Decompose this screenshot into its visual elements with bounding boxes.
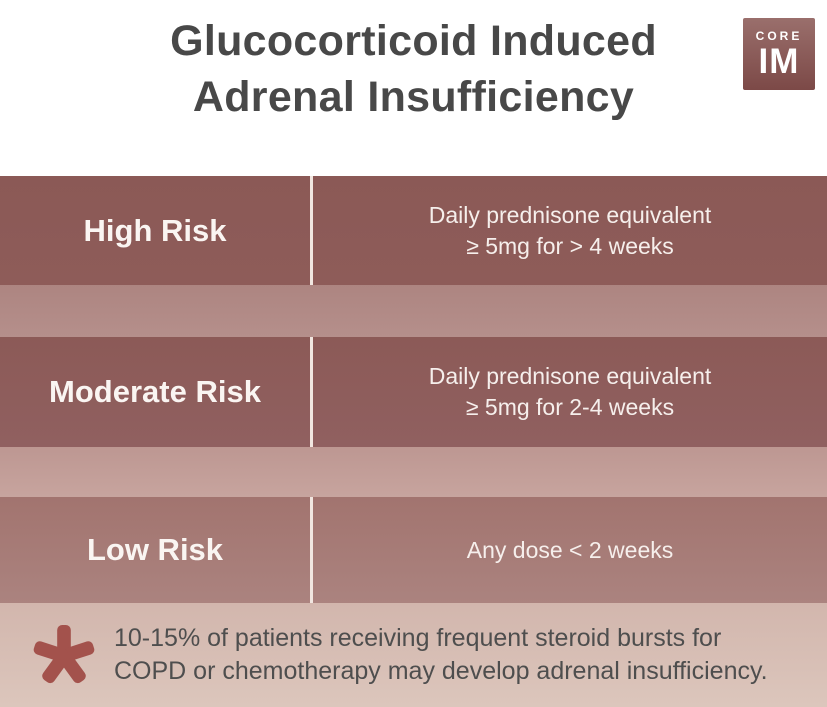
risk-row-low: Low Risk Any dose < 2 weeks	[0, 497, 827, 603]
row-spacer-upper	[0, 285, 827, 337]
title-line-2: Adrenal Insufficiency	[192, 73, 635, 121]
detail-line-1: Daily prednisone equivalent	[428, 363, 712, 389]
logo-core-text: CORE	[755, 29, 803, 43]
footnote: 10-15% of patients receiving frequent st…	[0, 603, 827, 707]
risk-label-low: Low Risk	[86, 532, 224, 567]
detail-line-1: Any dose < 2 weeks	[466, 536, 674, 563]
column-divider	[310, 497, 313, 603]
risk-detail-moderate: Daily prednisone equivalent ≥ 5mg for 2-…	[313, 337, 827, 447]
column-divider	[310, 337, 313, 447]
page-title: Glucocorticoid Induced Adrenal Insuffici…	[0, 0, 827, 125]
risk-row-moderate: Moderate Risk Daily prednisone equivalen…	[0, 337, 827, 447]
risk-row-high: High Risk Daily prednisone equivalent ≥ …	[0, 176, 827, 285]
coreim-logo: CORE IM	[743, 18, 815, 90]
logo-im-text: IM	[758, 42, 800, 81]
risk-detail-high: Daily prednisone equivalent ≥ 5mg for > …	[313, 176, 827, 285]
detail-line-2: ≥ 5mg for > 4 weeks	[466, 232, 674, 259]
row-spacer-lower	[0, 447, 827, 497]
risk-label-moderate: Moderate Risk	[49, 374, 261, 409]
risk-detail-low: Any dose < 2 weeks	[313, 497, 827, 603]
column-divider	[310, 176, 313, 285]
title-line-1: Glucocorticoid Induced	[170, 17, 657, 65]
footnote-text: 10-15% of patients receiving frequent st…	[114, 622, 768, 688]
detail-line-2: ≥ 5mg for 2-4 weeks	[465, 394, 675, 420]
asterisk-icon	[33, 625, 95, 684]
detail-line-1: Daily prednisone equivalent	[428, 201, 712, 228]
header: Glucocorticoid Induced Adrenal Insuffici…	[0, 0, 827, 176]
risk-table: High Risk Daily prednisone equivalent ≥ …	[0, 176, 827, 603]
footnote-line-1: 10-15% of patients receiving frequent st…	[114, 624, 722, 652]
risk-label-high: High Risk	[83, 212, 227, 248]
footnote-line-2: COPD or chemotherapy may develop adrenal…	[114, 657, 768, 685]
